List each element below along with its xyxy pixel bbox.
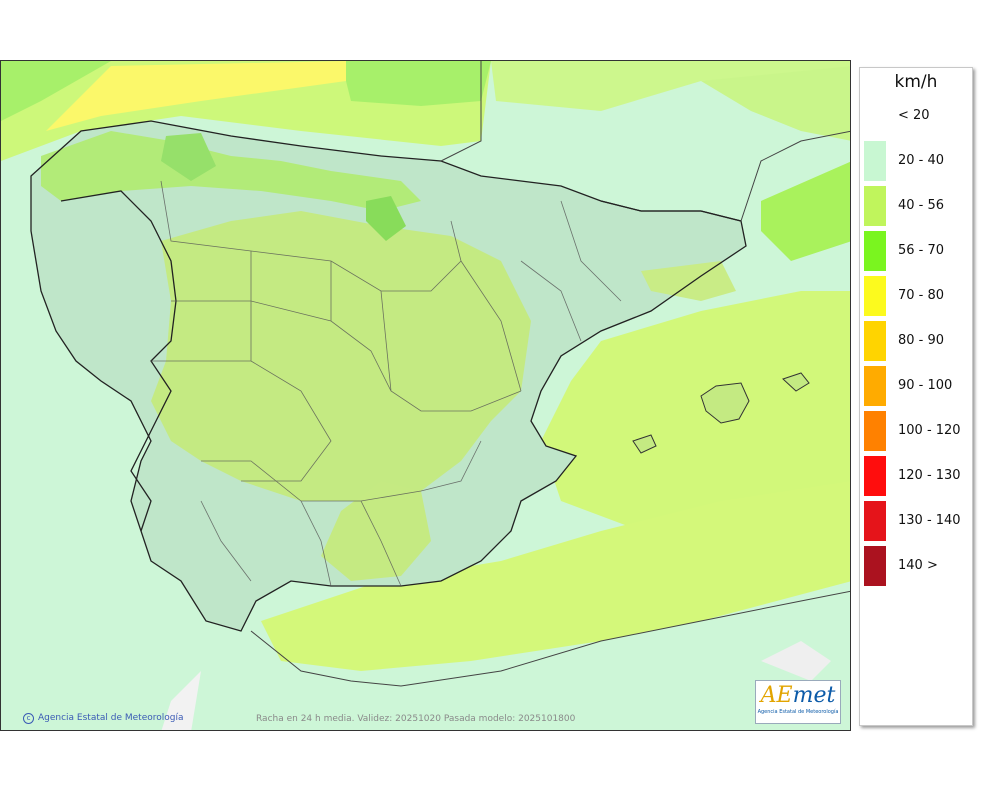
legend-item: 80 - 90 [864, 321, 970, 361]
legend-swatch [864, 321, 886, 361]
legend-item: < 20 [864, 96, 970, 136]
legend-label: 130 - 140 [898, 513, 961, 528]
aemet-logo: AEmet Agencia Estatal de Meteorología [755, 680, 841, 724]
legend-item: 130 - 140 [864, 501, 970, 541]
legend-label: 70 - 80 [898, 288, 945, 303]
agency-credit: c Agencia Estatal de Meteorología [23, 713, 184, 724]
legend-item: 140 > [864, 546, 970, 586]
map-canvas [1, 61, 850, 730]
legend-label: 40 - 56 [898, 198, 945, 213]
map-caption: Racha en 24 h media. Validez: 20251020 P… [256, 714, 576, 724]
legend-swatch [864, 501, 886, 541]
legend-label: 56 - 70 [898, 243, 945, 258]
legend-item: 20 - 40 [864, 141, 970, 181]
legend-item: 90 - 100 [864, 366, 970, 406]
legend-swatch [864, 141, 886, 181]
legend-label: 100 - 120 [898, 423, 961, 438]
wind-gust-map: c Agencia Estatal de Meteorología Racha e… [0, 60, 851, 731]
legend-item: 70 - 80 [864, 276, 970, 316]
logo-word-b: met [792, 683, 836, 708]
legend-label: 120 - 130 [898, 468, 961, 483]
logo-word-a: AE [760, 683, 793, 708]
legend-swatch [864, 231, 886, 271]
legend-swatch [864, 276, 886, 316]
legend-label: 80 - 90 [898, 333, 945, 348]
copyright-icon: c [23, 713, 34, 724]
legend-panel: km/h < 20 20 - 40 40 - 56 56 - 70 70 - 80 80 … [859, 67, 973, 726]
legend-swatch [864, 96, 886, 136]
legend-item: 100 - 120 [864, 411, 970, 451]
legend-item: 40 - 56 [864, 186, 970, 226]
legend-label: 140 > [898, 558, 938, 573]
legend-label: 90 - 100 [898, 378, 953, 393]
logo-subtitle: Agencia Estatal de Meteorología [757, 709, 839, 715]
legend-swatch [864, 546, 886, 586]
legend-unit: km/h [894, 72, 938, 92]
legend-swatch [864, 186, 886, 226]
legend-swatch [864, 456, 886, 496]
legend-item: 56 - 70 [864, 231, 970, 271]
agency-credit-text: Agencia Estatal de Meteorología [38, 713, 184, 723]
legend-swatch [864, 366, 886, 406]
legend-label: 20 - 40 [898, 153, 945, 168]
legend-swatch [864, 411, 886, 451]
legend-label: < 20 [898, 108, 930, 123]
legend-item: 120 - 130 [864, 456, 970, 496]
